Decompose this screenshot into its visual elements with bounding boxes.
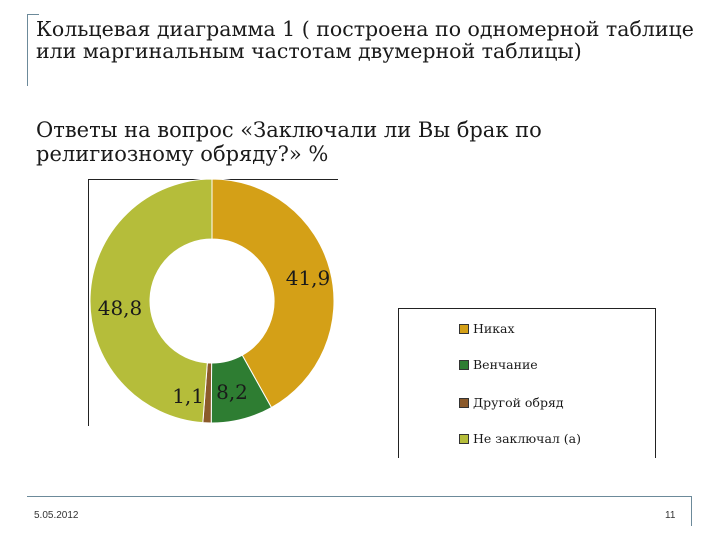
frame-corner-top [27,14,39,15]
legend-swatch [459,359,469,370]
data-label-4: 48,8 [98,296,143,320]
donut-chart: 41,9 8,2 1,1 48,8 [89,179,335,424]
legend-label: Венчание [473,357,538,372]
legend-item-2: Венчание [459,357,538,372]
legend-label: Никах [473,321,515,336]
legend-label: Другой обряд [473,395,564,410]
frame-line-bottom [27,496,692,497]
data-label-2: 8,2 [216,380,248,404]
frame-line-right [691,496,692,526]
page-number: 11 [665,510,676,521]
legend-item-4: Не заключал (а) [459,431,581,446]
slide-title: Кольцевая диаграмма 1 ( построена по одн… [36,17,694,63]
legend-swatch [459,433,469,444]
slide-subtitle: Ответы на вопрос «Заключали ли Вы брак п… [36,118,542,166]
chart-legend: Никах Венчание Другой обряд Не заключал (а) [398,308,656,458]
donut-slice-4 [89,179,213,424]
legend-label: Не заключал (а) [473,431,582,446]
frame-line-left [27,14,28,86]
legend-item-1: Никах [459,321,515,336]
data-label-1: 41,9 [286,266,331,290]
legend-item-3: Другой обряд [459,395,564,410]
legend-swatch [459,323,469,334]
donut-slice-1 [211,179,335,409]
footer-date: 5.05.2012 [34,510,79,521]
data-label-3: 1,1 [172,384,204,408]
legend-swatch [459,397,469,408]
